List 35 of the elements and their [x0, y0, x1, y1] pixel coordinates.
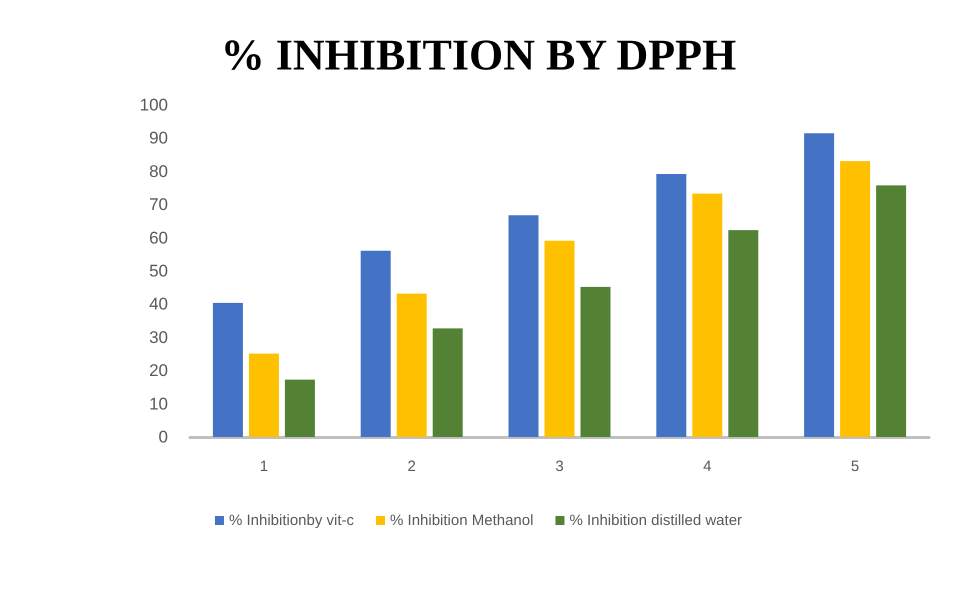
y-tick-label: 50	[149, 262, 168, 280]
bar	[508, 215, 538, 437]
chart-title: % INHIBITION BY DPPH	[220, 30, 736, 80]
y-tick-label: 30	[149, 328, 168, 347]
y-tick-label: 10	[149, 394, 168, 414]
y-tick-label: 70	[149, 195, 168, 214]
x-tick-label: 2	[408, 458, 416, 475]
x-tick-label: 4	[703, 458, 712, 475]
legend-label: % Inhibition distilled water	[569, 512, 742, 529]
legend-label: % Inhibition Methanol	[390, 512, 534, 529]
bar	[876, 185, 906, 437]
x-tick-label: 3	[555, 458, 564, 475]
bar	[396, 294, 427, 437]
bar	[248, 354, 279, 437]
y-tick-label: 0	[158, 428, 168, 446]
bar	[728, 230, 758, 437]
bar	[284, 380, 315, 437]
y-tick-label: 20	[149, 361, 168, 380]
x-tick-label: 5	[850, 458, 860, 475]
bar	[544, 240, 574, 437]
x-tick-label: 1	[260, 458, 268, 475]
bar	[692, 194, 722, 437]
bar	[804, 133, 834, 437]
y-tick-label: 40	[149, 294, 168, 314]
y-tick-label: 60	[149, 228, 168, 248]
bar	[432, 328, 463, 437]
bar	[212, 302, 243, 437]
legend-label: % Inhibitionby vit-c	[228, 512, 355, 529]
bar	[360, 250, 391, 437]
y-tick-label: 100	[140, 96, 168, 114]
bar	[656, 174, 686, 437]
bar	[580, 286, 610, 437]
y-tick-label: 80	[149, 162, 168, 181]
bar	[840, 161, 870, 437]
y-tick-label: 90	[149, 128, 168, 148]
